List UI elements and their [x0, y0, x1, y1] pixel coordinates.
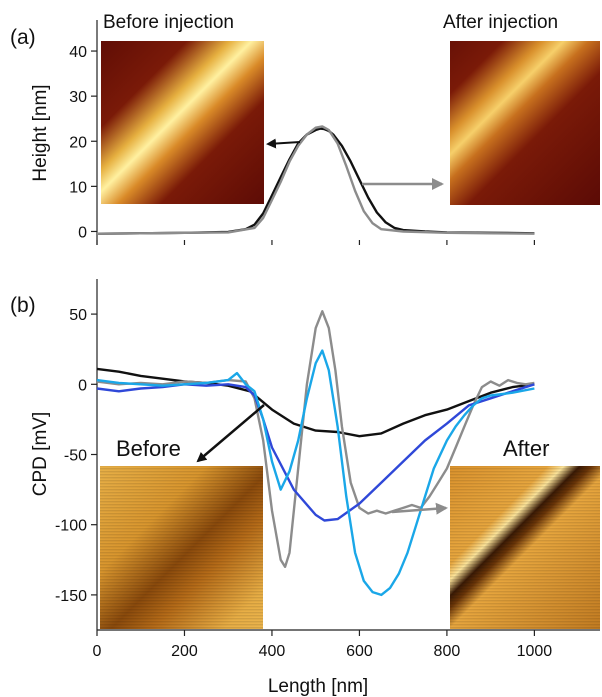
inset-height-after-image: [450, 41, 600, 205]
y-tick-label: 30: [69, 89, 87, 106]
x-tick-label: 200: [171, 643, 198, 660]
x-tick-label: 800: [434, 643, 461, 660]
x-tick-label: 600: [346, 643, 373, 660]
inset-cpd-before-label: Before: [116, 436, 181, 461]
x-axis-label: Length [nm]: [268, 676, 368, 697]
series-line-1: [96, 127, 535, 235]
panel-a-label: (a): [10, 26, 36, 49]
panel-b-y-label: CPD [mV]: [30, 412, 51, 496]
panel-a-x-ticks: [96, 240, 535, 245]
panel-a-series: [96, 125, 535, 235]
series-line-2: [96, 125, 535, 235]
y-tick-label: -100: [55, 518, 87, 535]
inset-height-before-image: [101, 41, 264, 204]
panel-b-x-ticks: 0 200 400 600 800 1000: [93, 630, 553, 660]
panel-a-y-label: Height [nm]: [30, 84, 51, 181]
x-tick-label: 0: [93, 643, 102, 660]
y-tick-label: 10: [69, 179, 87, 196]
arrow-to-after-cpd: [391, 502, 448, 515]
inset-cpd-after: [450, 466, 600, 629]
y-tick-label: 20: [69, 134, 87, 151]
inset-cpd-after-label: After: [503, 436, 549, 461]
series-line-4: [96, 349, 535, 597]
inset-height-after: [450, 41, 600, 205]
inset-height-after-label: After injection: [443, 12, 558, 33]
panel-b-label: (b): [10, 294, 36, 317]
inset-cpd-before: [100, 466, 263, 629]
arrow-to-before-cpd: [196, 404, 265, 463]
y-tick-label: 50: [69, 307, 87, 324]
inset-height-before-label: Before injection: [103, 12, 234, 33]
panel-b-y-ticks: 50 0 -50 -100 -150: [55, 307, 97, 605]
y-tick-label: 40: [69, 44, 87, 61]
y-tick-label: 0: [78, 224, 87, 241]
y-tick-label: 0: [78, 377, 87, 394]
x-tick-label: 1000: [517, 643, 553, 660]
panel-a: (a) 0 10 20 30 40 Height [nm] Before injecti…: [10, 12, 600, 245]
y-tick-label: -150: [55, 588, 87, 605]
series-line-1: [96, 367, 535, 438]
inset-height-before: [101, 41, 264, 204]
panel-b-series: [96, 310, 535, 597]
panel-b: (b) 50 0 -50 -100 -150 0 200 400 600 800 1000 CPD…: [10, 279, 600, 697]
y-tick-label: -50: [64, 448, 87, 465]
x-tick-label: 400: [259, 643, 286, 660]
arrow-to-before-height: [266, 138, 301, 149]
panel-a-y-ticks: 0 10 20 30 40: [69, 44, 97, 241]
